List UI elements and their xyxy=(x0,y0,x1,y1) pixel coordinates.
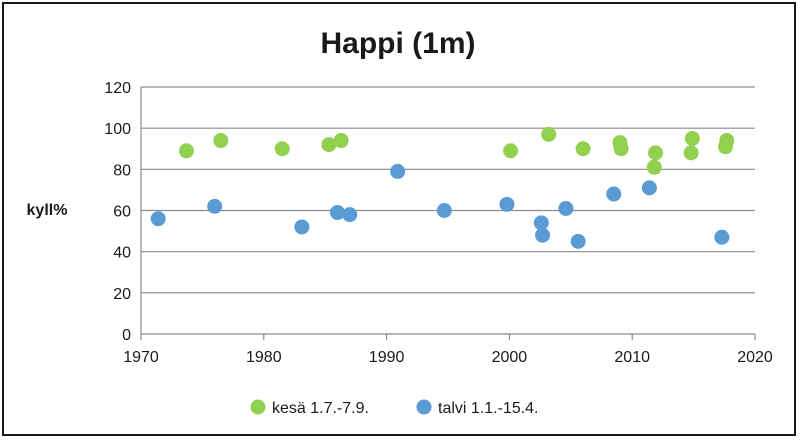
x-tick-label: 1980 xyxy=(246,349,282,366)
kesa-point xyxy=(541,126,557,142)
x-tick-label: 2010 xyxy=(614,349,650,366)
talvi-point xyxy=(329,205,345,221)
talvi-point xyxy=(606,186,622,202)
talvi-point xyxy=(342,207,358,223)
kesa-point xyxy=(648,145,664,161)
axes xyxy=(140,87,756,340)
y-tick-label: 60 xyxy=(113,204,131,221)
talvi-point xyxy=(533,215,549,231)
y-tick-label: 100 xyxy=(104,121,131,138)
kesa-point xyxy=(684,130,700,146)
kesa-point xyxy=(575,141,591,157)
kesa-point xyxy=(503,143,519,159)
y-tick-label: 20 xyxy=(113,286,131,303)
legend-label-talvi: talvi 1.1.-15.4. xyxy=(438,400,539,417)
kesa-point xyxy=(718,139,734,155)
legend: kesä 1.7.-7.9. talvi 1.1.-15.4. xyxy=(250,399,539,417)
kesa-point xyxy=(683,145,699,161)
kesa-point xyxy=(333,133,349,149)
y-tick-label: 80 xyxy=(113,162,131,179)
talvi-point xyxy=(294,219,310,235)
x-tick-label: 1970 xyxy=(123,349,159,366)
kesa-point xyxy=(646,159,662,175)
talvi-point xyxy=(207,198,223,214)
y-axis-label: kyll% xyxy=(27,202,68,219)
chart-frame xyxy=(2,2,796,436)
kesa-point xyxy=(274,141,290,157)
talvi-point xyxy=(150,211,166,227)
chart-title: Happi (1m) xyxy=(320,27,475,60)
legend-marker-kesa xyxy=(250,399,266,415)
talvi-point xyxy=(390,163,406,179)
talvi-point xyxy=(499,196,515,212)
talvi-point xyxy=(535,227,551,243)
kesa-point xyxy=(178,143,194,159)
y-tick-label: 0 xyxy=(122,327,131,344)
x-tick-label: 2000 xyxy=(492,349,528,366)
y-tick-label: 40 xyxy=(113,245,131,262)
kesa-point xyxy=(613,141,629,157)
talvi-point xyxy=(436,203,452,218)
legend-label-kesa: kesä 1.7.-7.9. xyxy=(272,400,369,417)
gridlines xyxy=(141,86,755,294)
talvi-point xyxy=(714,229,730,245)
x-tick-label: 2020 xyxy=(737,349,773,366)
y-tick-label: 120 xyxy=(104,80,131,97)
talvi-point xyxy=(558,200,574,216)
kesa-point xyxy=(321,137,337,153)
tick-labels: 0 20 40 60 80 100 120 1970 1980 1990 2000 2010 2020 xyxy=(104,80,773,366)
kesa-point xyxy=(213,133,229,149)
talvi-point xyxy=(570,233,586,249)
x-tick-label: 1990 xyxy=(369,349,405,366)
talvi-point xyxy=(641,180,657,196)
data-points xyxy=(150,126,735,249)
legend-marker-talvi xyxy=(416,399,432,415)
